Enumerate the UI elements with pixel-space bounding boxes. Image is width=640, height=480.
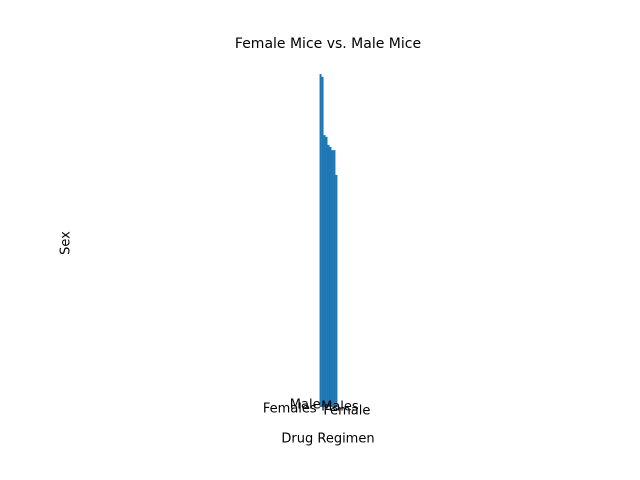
bar xyxy=(331,150,334,408)
bar xyxy=(333,150,336,408)
bar xyxy=(319,74,322,407)
x-tick-label: Female xyxy=(323,404,370,419)
bar xyxy=(329,146,332,407)
x-tick-label: Male xyxy=(290,398,321,413)
bar xyxy=(335,174,338,407)
x-tick-label: Males xyxy=(321,400,359,415)
chart-title: Female Mice vs. Male Mice xyxy=(235,36,421,52)
x-tick-label: Females xyxy=(263,402,317,417)
bar xyxy=(325,136,328,407)
bar xyxy=(327,144,330,407)
bar xyxy=(321,76,324,407)
x-axis-label: Drug Regimen xyxy=(281,432,374,447)
y-axis-label: Sex xyxy=(59,231,74,255)
bar xyxy=(323,135,326,407)
